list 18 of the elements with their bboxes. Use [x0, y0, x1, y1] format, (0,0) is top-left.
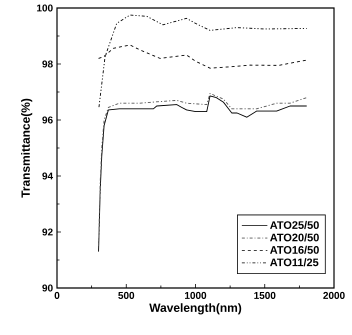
legend-label: ATO20/50 [270, 233, 319, 242]
x-tick-label: 2000 [323, 292, 345, 299]
y-tick-label: 90 [42, 284, 53, 292]
y-tick-label: 100 [37, 4, 53, 12]
y-tick-label: 98 [42, 60, 53, 68]
y-tick-label: 94 [42, 172, 54, 180]
legend-label: ATO11/25 [270, 258, 318, 266]
line-series [98, 14, 308, 108]
legend-label: ATO16/50 [270, 246, 319, 254]
x-tick-label: 1000 [185, 292, 206, 299]
x-axis-title: Wavelength(nm) [149, 303, 242, 314]
legend-label: ATO25/50 [270, 220, 319, 230]
y-axis-title: Transmittance(%) [21, 98, 32, 198]
y-tick-label: 92 [42, 228, 53, 236]
y-tick-label: 96 [42, 116, 53, 124]
x-tick-label: 0 [54, 292, 60, 299]
x-tick-label: 1500 [254, 292, 276, 299]
x-tick-label: 500 [118, 292, 134, 299]
